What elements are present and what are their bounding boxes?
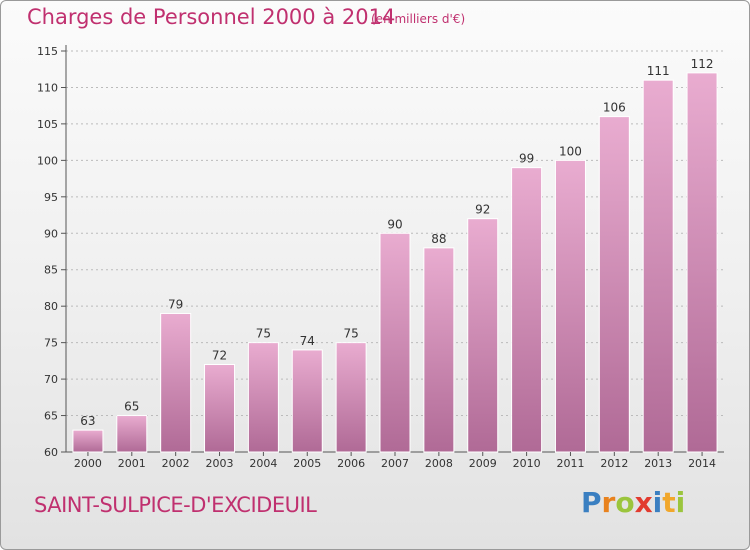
x-tick-label: 2014	[688, 457, 716, 470]
proxiti-logo: Proxiti	[581, 486, 685, 519]
y-tick-label: 75	[44, 337, 58, 350]
logo-letter: i	[675, 486, 686, 519]
logo-letter: r	[601, 486, 616, 519]
bar-value-label: 74	[300, 334, 315, 348]
bar-value-label: 75	[256, 327, 271, 341]
bar	[335, 342, 367, 453]
bar	[116, 415, 148, 453]
logo-letter: i	[652, 486, 663, 519]
bar-value-label: 63	[80, 414, 95, 428]
x-tick-label: 2003	[206, 457, 234, 470]
bar	[72, 429, 104, 453]
x-tick-label: 2002	[162, 457, 190, 470]
bar-value-label: 100	[559, 144, 582, 158]
chart-title: Charges de Personnel 2000 à 2014	[27, 5, 396, 29]
y-tick-label: 85	[44, 264, 58, 277]
bar	[598, 116, 630, 453]
x-tick-label: 2000	[74, 457, 102, 470]
bar-value-label: 90	[387, 217, 402, 231]
bar	[511, 167, 543, 453]
x-tick-label: 2001	[118, 457, 146, 470]
bar-value-label: 106	[603, 101, 626, 115]
bar-value-label: 92	[475, 203, 490, 217]
bar	[291, 349, 323, 453]
x-tick-label: 2006	[337, 457, 365, 470]
bar-value-label: 99	[519, 152, 534, 166]
y-tick-label: 70	[44, 373, 58, 386]
y-tick-label: 115	[37, 45, 58, 58]
x-tick-label: 2012	[600, 457, 628, 470]
logo-letter: o	[615, 486, 635, 519]
logo-letter: t	[662, 486, 676, 519]
x-tick-label: 2008	[425, 457, 453, 470]
y-tick-label: 80	[44, 300, 58, 313]
bar-value-label: 75	[343, 327, 358, 341]
logo-letter: P	[581, 486, 602, 519]
bar-value-label: 111	[647, 64, 670, 78]
y-tick-label: 60	[44, 446, 58, 459]
y-tick-label: 65	[44, 410, 58, 423]
x-tick-label: 2004	[249, 457, 277, 470]
x-tick-label: 2011	[556, 457, 584, 470]
x-tick-label: 2010	[513, 457, 541, 470]
bar-value-label: 72	[212, 349, 227, 363]
bar-value-label: 79	[168, 297, 183, 311]
chart-subtitle: (en milliers d'€)	[371, 12, 466, 26]
commune-name: SAINT-SULPICE-D'EXCIDEUIL	[34, 493, 317, 517]
bar-value-label: 88	[431, 232, 446, 246]
y-tick-label: 95	[44, 191, 58, 204]
y-tick-label: 90	[44, 227, 58, 240]
bar	[554, 159, 586, 453]
bar-value-label: 65	[124, 400, 139, 414]
x-tick-label: 2013	[644, 457, 672, 470]
bar	[467, 218, 499, 453]
bar	[160, 312, 192, 453]
y-tick-label: 100	[37, 154, 58, 167]
bar	[686, 72, 718, 453]
logo-letter: x	[634, 486, 653, 519]
y-tick-label: 105	[37, 118, 58, 131]
x-tick-label: 2007	[381, 457, 409, 470]
bar	[379, 232, 411, 453]
bar	[642, 79, 674, 453]
x-tick-label: 2009	[469, 457, 497, 470]
bar	[247, 342, 279, 453]
y-tick-label: 110	[37, 81, 58, 94]
bar	[423, 247, 455, 453]
x-tick-label: 2005	[293, 457, 321, 470]
bar	[204, 364, 236, 453]
bar-value-label: 112	[691, 57, 714, 71]
